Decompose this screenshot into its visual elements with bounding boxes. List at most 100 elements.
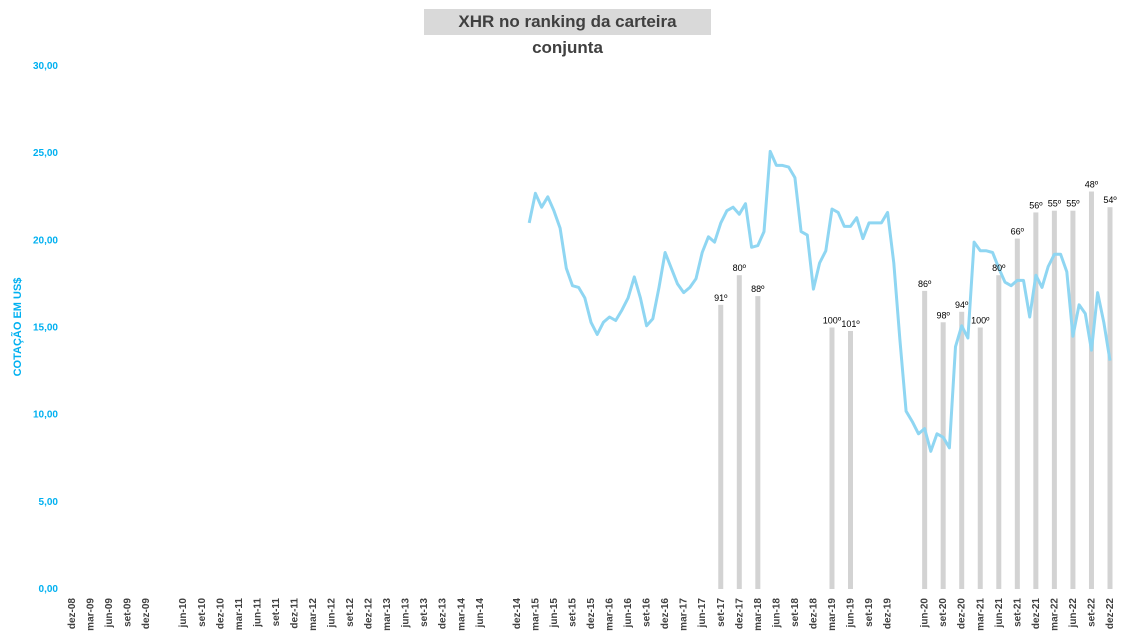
- bar: [1014, 238, 1020, 589]
- bar-label: 80º: [992, 263, 1006, 273]
- x-tick-label: dez-17: [734, 598, 745, 630]
- x-tick-label: dez-16: [660, 598, 671, 630]
- y-tick-label: 25,00: [33, 148, 58, 159]
- x-tick-label: set-22: [1086, 598, 1097, 627]
- bar-label: 48º: [1085, 180, 1099, 190]
- x-tick-label: set-17: [716, 598, 727, 627]
- bar-label: 98º: [937, 310, 951, 320]
- bar: [755, 296, 761, 589]
- chart-title: XHR no ranking da carteira conjunta: [424, 9, 711, 57]
- x-ticks: dez-08 mar-09 jun-09 set-09 dez-09 jun-10 set-…: [67, 598, 1116, 631]
- x-tick-label: mar-17: [679, 598, 690, 631]
- x-tick-label: mar-15: [530, 598, 541, 631]
- x-tick-label: set-12: [345, 598, 356, 627]
- bar: [1033, 212, 1039, 589]
- x-tick-label: dez-08: [67, 598, 78, 630]
- x-tick-label: set-18: [790, 598, 801, 627]
- x-tick-label: dez-09: [141, 598, 152, 630]
- x-tick-label: dez-10: [215, 598, 226, 630]
- x-tick-label: mar-19: [827, 598, 838, 631]
- x-tick-label: set-10: [197, 598, 208, 627]
- x-tick-label: jun-17: [697, 598, 708, 629]
- x-tick-label: dez-12: [364, 598, 375, 630]
- bar: [1051, 210, 1057, 590]
- x-tick-label: set-09: [123, 598, 134, 627]
- bar-label: 54º: [1103, 195, 1117, 205]
- y-tick-label: 20,00: [33, 235, 58, 246]
- x-tick-label: jun-13: [401, 598, 412, 629]
- x-tick-label: mar-13: [382, 598, 393, 631]
- x-tick-label: jun-10: [178, 598, 189, 629]
- y-tick-label: 15,00: [33, 323, 58, 334]
- bar-label: 66º: [1011, 227, 1025, 237]
- bar: [829, 327, 835, 589]
- x-tick-label: jun-21: [994, 598, 1005, 629]
- y-tick-label: 5,00: [39, 497, 59, 508]
- x-tick-label: dez-21: [1031, 598, 1042, 630]
- x-tick-label: set-15: [567, 598, 578, 627]
- price-line: [527, 149, 1112, 453]
- bar-label: 80º: [733, 263, 747, 273]
- x-tick-label: jun-20: [920, 598, 931, 629]
- x-tick-label: mar-21: [975, 598, 986, 631]
- x-tick-label: dez-20: [957, 598, 968, 630]
- x-tick-label: dez-19: [883, 598, 894, 630]
- y-tick-label: 0,00: [39, 584, 59, 595]
- x-tick-label: mar-16: [605, 598, 616, 631]
- bar-label: 86º: [918, 279, 932, 289]
- x-tick-label: mar-12: [308, 598, 319, 631]
- bars-layer: [718, 191, 1113, 590]
- bar: [959, 311, 965, 589]
- bar-label: 56º: [1029, 200, 1043, 210]
- x-tick-label: jun-22: [1068, 598, 1079, 629]
- y-tick-label: 10,00: [33, 410, 58, 421]
- x-tick-label: set-13: [419, 598, 430, 627]
- x-tick-label: jun-18: [771, 598, 782, 629]
- bar: [1107, 207, 1113, 589]
- x-tick-label: set-19: [864, 598, 875, 627]
- x-tick-label: mar-18: [753, 598, 764, 631]
- x-tick-label: mar-09: [86, 598, 97, 631]
- x-tick-label: mar-22: [1049, 598, 1060, 631]
- bar: [977, 327, 983, 589]
- bar: [922, 290, 928, 589]
- bar-label: 91º: [714, 293, 728, 303]
- bar-label: 55º: [1048, 199, 1062, 209]
- bar: [736, 275, 742, 589]
- x-tick-label: dez-18: [808, 598, 819, 630]
- x-tick-label: mar-14: [456, 598, 467, 631]
- x-tick-label: dez-11: [289, 598, 300, 629]
- bar: [996, 275, 1002, 589]
- bar-label: 88º: [751, 284, 765, 294]
- x-tick-label: jun-15: [549, 598, 560, 629]
- bar: [1070, 210, 1076, 590]
- y-tick-label: 30,00: [33, 61, 58, 72]
- bar-label: 94º: [955, 300, 969, 310]
- bar: [940, 322, 946, 589]
- x-tick-label: set-20: [938, 598, 949, 627]
- x-tick-label: mar-11: [234, 598, 245, 631]
- x-tick-label: jun-11: [252, 598, 263, 628]
- x-tick-label: jun-09: [104, 598, 115, 629]
- bar: [718, 304, 724, 589]
- bar: [1088, 191, 1094, 589]
- bar: [848, 330, 853, 589]
- x-tick-label: jun-14: [475, 598, 486, 629]
- x-tick-label: set-16: [642, 598, 653, 627]
- y-ticks: 0,00 5,00 10,00 15,00 20,00 25,00 30,00: [33, 61, 58, 595]
- x-tick-label: set-21: [1012, 598, 1023, 627]
- x-tick-label: dez-14: [512, 598, 523, 630]
- bar-label: 101º: [841, 319, 860, 329]
- x-tick-label: dez-22: [1105, 598, 1116, 630]
- x-tick-label: jun-16: [623, 598, 634, 629]
- bar-label: 100º: [823, 316, 842, 326]
- x-tick-label: jun-19: [846, 598, 857, 629]
- x-tick-label: jun-12: [327, 598, 338, 629]
- bar-label: 100º: [971, 316, 990, 326]
- x-tick-label: set-11: [271, 598, 282, 627]
- bar-label: 55º: [1066, 199, 1080, 209]
- line-layer: [527, 149, 1112, 453]
- x-tick-label: dez-13: [438, 598, 449, 630]
